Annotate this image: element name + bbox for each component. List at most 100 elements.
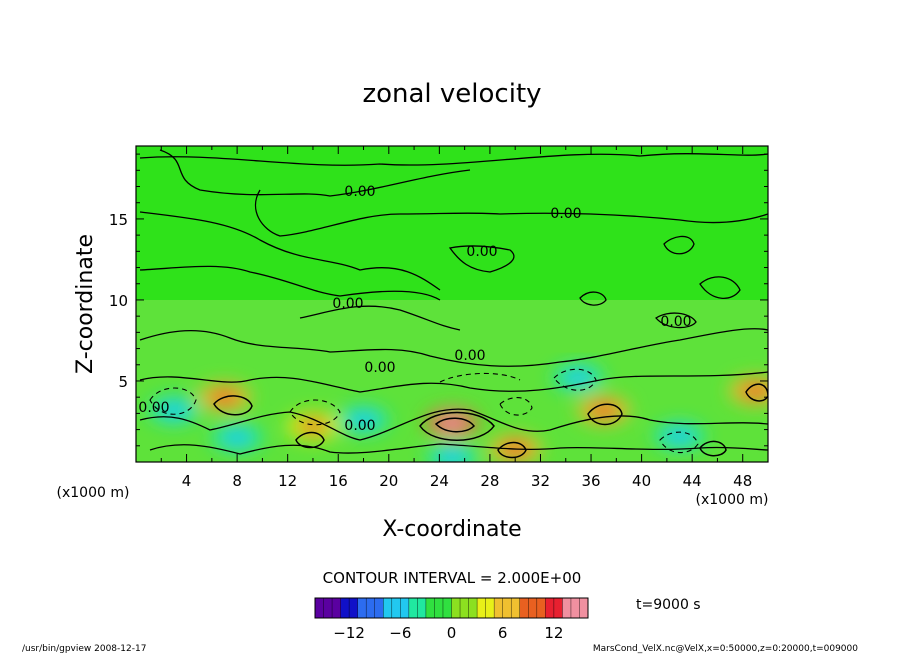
colorbar-segment	[536, 598, 546, 618]
negative-contours	[149, 368, 699, 454]
colorbar-segment	[579, 598, 589, 618]
colorbar-segment	[357, 598, 367, 618]
contour-labels: 0.00 0.00 0.00 0.00 0.00 0.00 0.00 0.00 0.00	[138, 184, 691, 434]
contour-line	[139, 371, 768, 393]
field-feature-core	[158, 402, 189, 419]
colorbar-segment	[332, 598, 342, 618]
time-label: t=9000 s	[636, 597, 701, 613]
x-tick-label: 4	[182, 472, 192, 490]
colorbar-segment	[451, 598, 461, 618]
contour-line	[745, 383, 768, 402]
x-tick-label: 24	[430, 472, 449, 490]
contour-label: 0.00	[138, 400, 169, 416]
y-tick-label: 10	[109, 292, 128, 310]
contour-line	[139, 265, 441, 301]
y-tick-label: 15	[109, 211, 128, 229]
colorbar-segment	[349, 598, 359, 618]
colorbar-segment	[545, 598, 555, 618]
x-tick-label: 32	[531, 472, 550, 490]
x-tick-label: 44	[683, 472, 702, 490]
x-tick-label: 12	[278, 472, 297, 490]
x-tick-label: 36	[581, 472, 600, 490]
contour-line	[149, 443, 768, 455]
colorbar-segment	[570, 598, 580, 618]
colorbar-tick-label: 12	[544, 624, 563, 642]
contour-label: 0.00	[332, 296, 363, 312]
colorbar-segment	[528, 598, 538, 618]
colorbar-segment	[383, 598, 393, 618]
contour-line	[499, 397, 533, 416]
contour-line	[439, 372, 521, 383]
contour-label: 0.00	[344, 184, 375, 200]
y-axis-ticks: 5 10 15	[109, 153, 768, 447]
colorbar-tick-label: 0	[447, 624, 457, 642]
plot-area: 0.00 0.00 0.00 0.00 0.00 0.00 0.00 0.00 0.00	[136, 146, 768, 462]
colorbar-tick-label: −6	[389, 624, 411, 642]
colorbar-segment	[468, 598, 478, 618]
x-unit-label-left: (x1000 m)	[57, 485, 130, 501]
contour-line	[213, 395, 253, 416]
contour-line	[139, 153, 768, 166]
colorbar-segment	[502, 598, 512, 618]
colorbar-tick-label: 6	[498, 624, 508, 642]
contour-interval-text: CONTOUR INTERVAL = 2.000E+00	[323, 569, 582, 587]
colorbar-segment	[519, 598, 529, 618]
footer-right: MarsCond_VelX.nc@VelX,x=0:50000,z=0:2000…	[593, 644, 858, 654]
contour-line	[149, 387, 197, 415]
contour-line	[663, 235, 695, 255]
contour-line	[139, 211, 441, 291]
field-feature-core	[437, 449, 467, 462]
colorbar-segment	[366, 598, 376, 618]
field-features	[147, 363, 768, 462]
contour-label: 0.00	[364, 360, 395, 376]
contour-line	[587, 403, 623, 426]
x-unit-label-right: (x1000 m)	[696, 492, 769, 508]
contour-line	[139, 408, 768, 441]
contour-line	[419, 411, 495, 441]
x-tick-label: 48	[733, 472, 752, 490]
colorbar-segment	[553, 598, 563, 618]
colorbar-segment	[323, 598, 333, 618]
x-tick-label: 20	[379, 472, 398, 490]
x-tick-label: 40	[632, 472, 651, 490]
x-axis-label: X-coordinate	[382, 517, 521, 542]
colorbar-segment	[460, 598, 470, 618]
colorbar-tick-label: −12	[333, 624, 365, 642]
contour-label: 0.00	[660, 314, 691, 330]
colorbar-segment	[417, 598, 427, 618]
contour-label: 0.00	[550, 206, 581, 222]
contour-line	[553, 368, 597, 391]
footer-left: /usr/bin/gpview 2008-12-17	[22, 644, 146, 654]
x-tick-label: 8	[232, 472, 242, 490]
contour-line	[289, 399, 341, 426]
contour-line	[139, 328, 768, 367]
contour-line	[434, 417, 476, 433]
contour-label: 0.00	[466, 244, 497, 260]
colorbar-segment	[425, 598, 435, 618]
colorbar-segment	[485, 598, 495, 618]
field-feature-core	[664, 428, 695, 445]
x-tick-label: 16	[329, 472, 348, 490]
colorbar-segment	[340, 598, 350, 618]
contour-line	[699, 440, 727, 457]
colorbar-segment	[477, 598, 487, 618]
plot-frame	[135, 145, 769, 463]
positive-contours	[213, 383, 768, 459]
colorbar-segment	[400, 598, 410, 618]
colorbar-segment	[434, 598, 444, 618]
colorbar-segment	[315, 598, 325, 618]
colorbar-segment	[494, 598, 504, 618]
colorbar	[314, 598, 589, 618]
contour-line	[497, 441, 527, 459]
colorbar-segment	[374, 598, 384, 618]
colorbar-segment	[562, 598, 572, 618]
colorbar-segment	[442, 598, 452, 618]
contour-line	[659, 431, 699, 454]
y-axis-label: Z-coordinate	[73, 234, 98, 374]
contour-label: 0.00	[344, 418, 375, 434]
contour-line	[295, 431, 325, 449]
contour-line	[254, 189, 768, 237]
contour-line	[448, 245, 515, 273]
contour-line	[159, 149, 471, 197]
